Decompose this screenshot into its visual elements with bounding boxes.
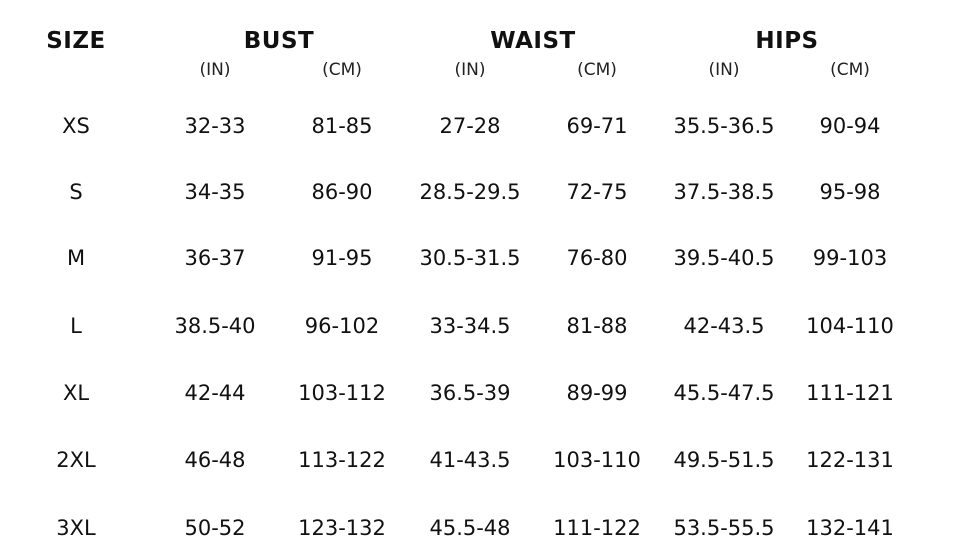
measurement-cell: 36-37 <box>184 246 246 270</box>
size-label: 3XL <box>56 516 96 540</box>
size-label: 2XL <box>56 448 96 472</box>
measurement-cell: 104-110 <box>806 314 894 338</box>
measurement-cell: 81-85 <box>311 114 373 138</box>
unit-label: (CM) <box>322 60 362 80</box>
size-label: L <box>70 314 82 338</box>
measurement-cell: 33-34.5 <box>429 314 511 338</box>
size-label: XS <box>62 114 90 138</box>
measurement-cell: 36.5-39 <box>429 381 511 405</box>
measurement-cell: 90-94 <box>819 114 881 138</box>
header-waist: WAIST <box>490 28 576 54</box>
measurement-cell: 76-80 <box>566 246 628 270</box>
measurement-cell: 103-110 <box>553 448 641 472</box>
measurement-cell: 111-121 <box>806 381 894 405</box>
measurement-cell: 32-33 <box>184 114 246 138</box>
measurement-cell: 95-98 <box>819 180 881 204</box>
size-label: S <box>69 180 83 204</box>
measurement-cell: 34-35 <box>184 180 246 204</box>
measurement-cell: 45.5-47.5 <box>673 381 775 405</box>
unit-label: (CM) <box>830 60 870 80</box>
header-bust: BUST <box>243 28 315 54</box>
measurement-cell: 46-48 <box>184 448 246 472</box>
measurement-cell: 35.5-36.5 <box>673 114 775 138</box>
measurement-cell: 99-103 <box>812 246 888 270</box>
measurement-cell: 91-95 <box>311 246 373 270</box>
unit-label: (CM) <box>577 60 617 80</box>
measurement-cell: 132-141 <box>806 516 894 540</box>
measurement-cell: 28.5-29.5 <box>419 180 521 204</box>
header-hips: HIPS <box>755 28 819 54</box>
unit-label: (IN) <box>454 60 486 80</box>
measurement-cell: 41-43.5 <box>429 448 511 472</box>
measurement-cell: 89-99 <box>566 381 628 405</box>
unit-label: (IN) <box>708 60 740 80</box>
measurement-cell: 122-131 <box>806 448 894 472</box>
measurement-cell: 96-102 <box>304 314 380 338</box>
measurement-cell: 123-132 <box>298 516 386 540</box>
size-label: M <box>66 246 86 270</box>
measurement-cell: 38.5-40 <box>174 314 256 338</box>
unit-label: (IN) <box>199 60 231 80</box>
size-label: XL <box>62 381 90 405</box>
measurement-cell: 103-112 <box>298 381 386 405</box>
measurement-cell: 42-44 <box>184 381 246 405</box>
header-size: SIZE <box>46 28 106 54</box>
measurement-cell: 37.5-38.5 <box>673 180 775 204</box>
measurement-cell: 42-43.5 <box>683 314 765 338</box>
measurement-cell: 86-90 <box>311 180 373 204</box>
measurement-cell: 39.5-40.5 <box>673 246 775 270</box>
measurement-cell: 30.5-31.5 <box>419 246 521 270</box>
measurement-cell: 27-28 <box>439 114 501 138</box>
measurement-cell: 45.5-48 <box>429 516 511 540</box>
measurement-cell: 81-88 <box>566 314 628 338</box>
measurement-cell: 49.5-51.5 <box>673 448 775 472</box>
measurement-cell: 69-71 <box>566 114 628 138</box>
measurement-cell: 53.5-55.5 <box>673 516 775 540</box>
measurement-cell: 72-75 <box>566 180 628 204</box>
measurement-cell: 50-52 <box>184 516 246 540</box>
measurement-cell: 111-122 <box>553 516 641 540</box>
measurement-cell: 113-122 <box>298 448 386 472</box>
